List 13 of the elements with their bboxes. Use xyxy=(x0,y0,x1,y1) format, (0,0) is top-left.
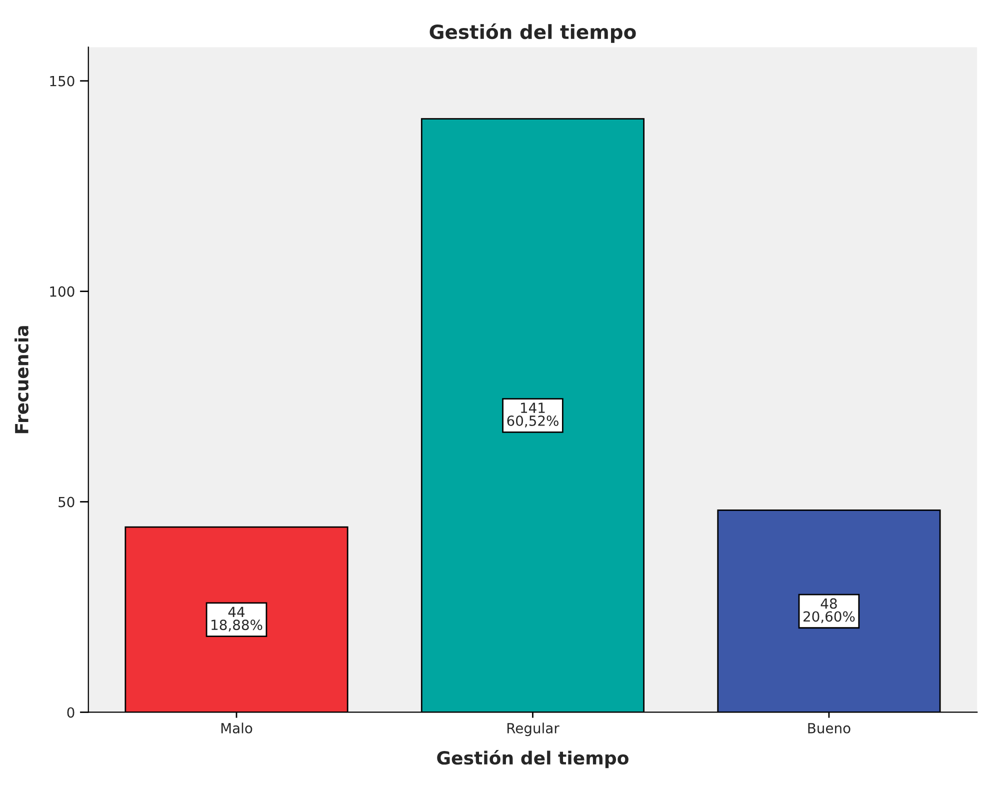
y-tick-label: 150 xyxy=(50,76,74,86)
y-tick-label: 100 xyxy=(50,286,74,297)
data-label: 44 18,88% xyxy=(212,606,262,632)
x-axis-title: Gestión del tiempo xyxy=(437,750,628,768)
y-tick-label: 50 xyxy=(58,496,74,508)
data-label: 48 20,60% xyxy=(804,598,855,624)
data-label: 141 60,52% xyxy=(507,402,558,428)
x-tick-label: Malo xyxy=(221,722,252,734)
x-tick-label: Bueno xyxy=(808,723,850,734)
y-tick-label: 0 xyxy=(67,707,74,718)
x-tick-label: Regular xyxy=(507,722,560,736)
chart-title: Gestión del tiempo xyxy=(430,23,636,43)
y-axis-title: Frecuencia xyxy=(14,326,29,434)
